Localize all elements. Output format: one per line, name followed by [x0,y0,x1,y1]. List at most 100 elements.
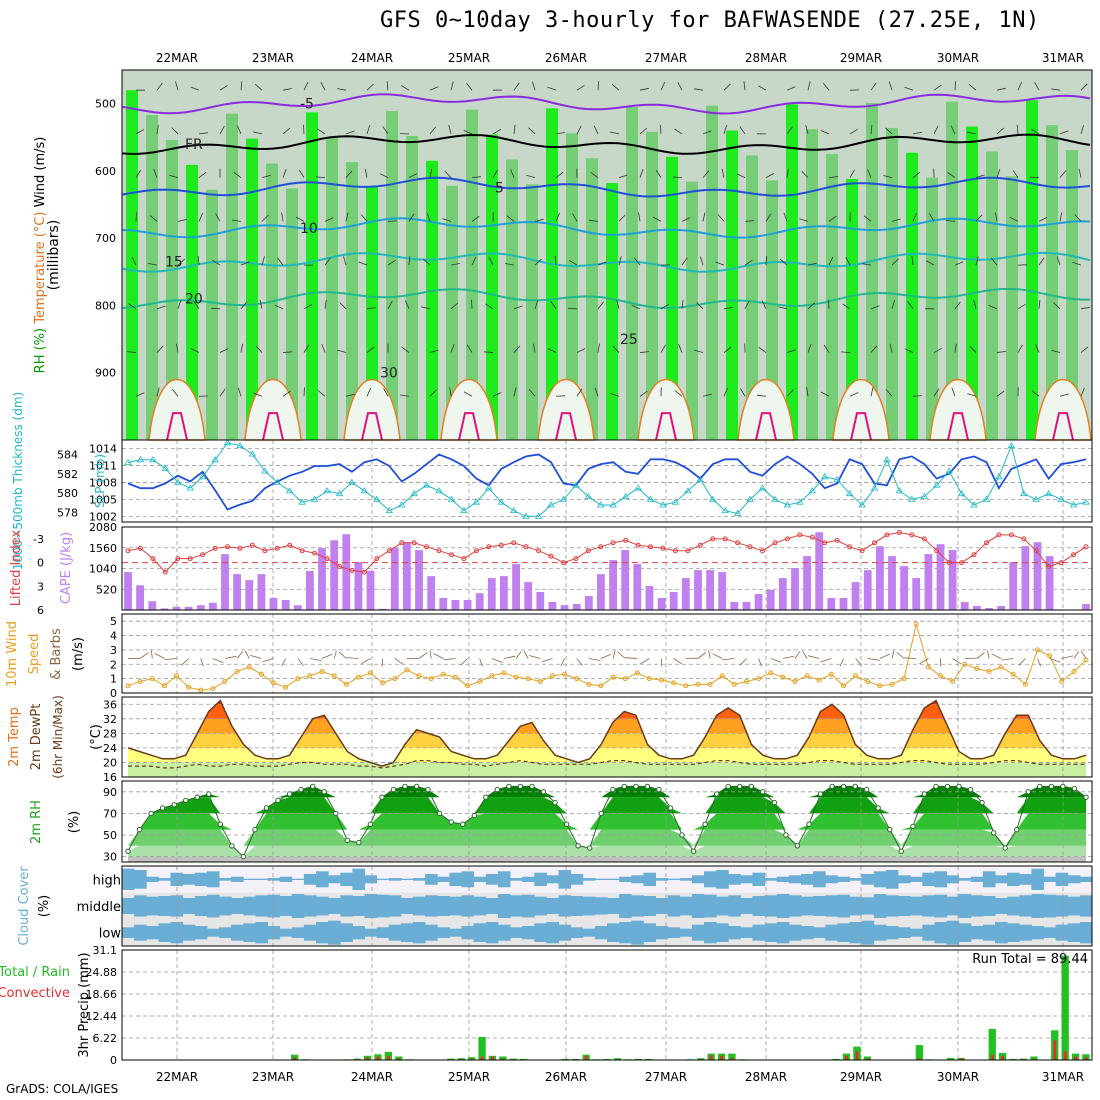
wind-barb [870,124,873,134]
top-date-label: 29MAR [840,51,882,65]
slp-point [1032,495,1040,502]
wind-barb-10m [640,658,650,665]
lifted-index-point [971,552,977,558]
wind-barb [219,348,229,353]
wind-barb [303,124,305,134]
rh-point [944,783,951,790]
wind-barb [485,303,494,310]
wind-barb-10m [1001,658,1014,661]
wind-speed-point [477,679,483,684]
slp-point [248,450,257,457]
slp-point [1020,489,1028,497]
wind-barb [954,81,956,91]
lifted-index-point [511,540,517,546]
cloud-low-cell [291,927,305,938]
wind-barb [786,349,796,353]
cape-bar [584,596,593,610]
rh-column [326,137,338,441]
rh-band [128,829,1086,846]
wind-barb [758,346,767,353]
cloud-middle-cell [946,896,960,916]
cloud-low-cell [352,926,365,940]
wind-barb [723,83,731,91]
wind-barb [532,81,536,91]
cloud-high-cell [861,874,875,885]
wind-barb [1034,82,1040,91]
wind-barb [387,300,393,310]
wind-barb [492,392,502,397]
lifted-index-point [697,542,703,548]
bottom-date-label: 29MAR [840,1070,882,1084]
wind-barb [967,131,977,135]
wind-barb-10m [361,658,371,665]
wind-barb [317,128,326,135]
cloud-high-cell [740,875,753,884]
wind-barb-10m [1073,650,1080,659]
wind-barb [845,256,851,266]
slp-point [684,487,692,494]
lifted-index-point [523,544,529,550]
precip-tick: 0 [110,1054,117,1067]
wind-barb [862,263,872,266]
cloud-middle-cell [534,896,547,916]
wind-barb [190,86,200,91]
lifted-index-point [946,560,952,566]
wind-barb [197,256,200,266]
wind-barb-10m [794,651,801,659]
lifted-index-point [598,544,604,550]
wind-barb [744,300,750,310]
wind-speed-point [792,679,798,684]
rh-point [967,786,974,793]
cloud-middle-cell [922,895,935,917]
rh-point [887,826,893,833]
lifted-index-point [996,532,1002,538]
slp-point [970,501,978,508]
contour-label: 5 [495,181,504,197]
top-date-label: 30MAR [937,51,979,65]
wind-barb [933,84,942,91]
wind-barb [1078,168,1082,178]
slp-point [472,498,481,505]
cloud-high-cell [400,878,414,880]
lifted-index-point [461,556,467,562]
wind-barb-10m [200,658,204,667]
rh-column [1026,100,1038,440]
wind-barb [240,261,250,266]
wind-barb [408,256,411,266]
pressure-axis-label: (millibars) [46,220,62,291]
wind-barb [383,388,389,397]
wind-barb [639,390,648,397]
cloud-row-label: middle [77,900,121,915]
li-cape-frame [121,526,1093,611]
lifted-index-point [424,544,430,550]
wind-speed-point [634,670,640,676]
wind-barb [471,215,480,222]
series-line-slp [127,442,1087,517]
lifted-index-point [847,544,853,550]
dry-boundary-layer [440,378,498,441]
slp-point [709,495,717,502]
wind-barb [610,393,620,397]
lifted-index-point [610,540,616,546]
wind-barb [303,304,313,310]
rh-column [386,111,398,440]
cloud-middle-cell [1031,894,1044,918]
cloud-middle-cell [328,898,341,914]
thickness-tick: 578 [57,506,78,519]
wind-barb [969,345,977,353]
temperature-contour [121,251,1091,273]
cross-section-ylabel-part: RH (%) [33,328,48,373]
cape-bar [936,544,945,610]
cross-section-ylabel: RH (%) Temperature (°C) Wind (m/s) [33,137,48,374]
cape-bar [900,566,908,610]
cloud-low-cell [206,928,220,937]
rh-point [552,799,558,806]
convective-precip-bar [1084,1057,1088,1060]
cloud-high-cell [352,868,365,890]
lifted-index-point [896,530,902,535]
wind-barb [638,212,641,222]
slp-tick: 1008 [89,476,117,489]
cloud-axis-label-2: (%) [37,895,52,918]
wind-speed-point [998,664,1004,670]
